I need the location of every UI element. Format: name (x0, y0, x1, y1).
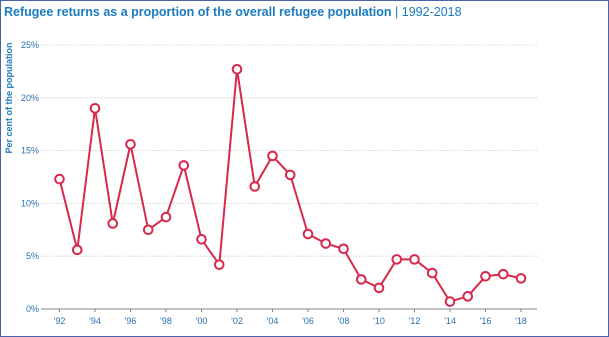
y-tick-label: 15% (21, 146, 39, 156)
chart-title-separator: | (395, 5, 399, 19)
x-tick-label: '10 (373, 316, 385, 326)
data-point (444, 296, 456, 307)
x-tick-label: '18 (515, 316, 527, 326)
data-point (480, 270, 491, 282)
series-points (54, 63, 527, 307)
y-tick-label: 25% (21, 40, 39, 50)
data-point (515, 273, 527, 284)
x-tick-label: '12 (409, 316, 421, 326)
series-polyline (58, 68, 522, 303)
x-tick-label: '92 (54, 316, 66, 326)
data-point (107, 218, 119, 229)
data-point (160, 211, 172, 223)
data-point (142, 224, 154, 236)
x-tick-label: '14 (444, 316, 456, 326)
data-point (302, 228, 314, 240)
data-point (71, 244, 83, 256)
data-point (391, 254, 403, 265)
data-point (267, 150, 278, 162)
data-point (462, 291, 474, 302)
x-tick-label: '96 (125, 316, 137, 326)
data-point (89, 103, 101, 114)
chart-title-main: Refugee returns as a proportion of the o… (4, 5, 392, 19)
data-point (249, 181, 261, 192)
x-tick-label: '00 (196, 316, 208, 326)
chart-title-years: 1992-2018 (401, 5, 462, 19)
data-point (196, 234, 207, 245)
x-axis-ticks: '92 '94 '96 '98 '00 '02 '04 '06 '08 '10 '12 '14 '16 '… (54, 309, 527, 326)
data-point (231, 63, 243, 75)
y-axis-label: Per cent of the population (4, 42, 14, 153)
gridlines (41, 44, 537, 310)
data-point (320, 238, 332, 249)
data-point (284, 169, 296, 181)
data-point (54, 173, 65, 185)
data-point (213, 259, 225, 270)
data-point (125, 138, 136, 150)
x-tick-label: '06 (302, 316, 314, 326)
y-tick-label: 20% (21, 93, 39, 103)
x-tick-label: '16 (480, 316, 492, 326)
y-tick-label: 5% (26, 251, 39, 261)
data-point (373, 282, 385, 294)
chart-title: Refugee returns as a proportion of the o… (4, 5, 462, 20)
x-tick-label: '08 (338, 316, 350, 326)
x-tick-label: '04 (267, 316, 279, 326)
data-point (426, 267, 438, 279)
x-tick-label: '94 (89, 316, 101, 326)
data-point (497, 268, 509, 280)
y-tick-label: 10% (21, 198, 39, 208)
data-point (178, 160, 190, 171)
y-tick-label: 0% (26, 304, 39, 314)
data-point (355, 274, 367, 285)
data-point (338, 243, 349, 255)
x-tick-label: '02 (231, 316, 243, 326)
data-point (409, 254, 420, 265)
y-axis-ticks: 0% 5% 10% 15% 20% 25% (21, 40, 39, 314)
series-line (58, 68, 522, 303)
x-tick-label: '98 (160, 316, 172, 326)
